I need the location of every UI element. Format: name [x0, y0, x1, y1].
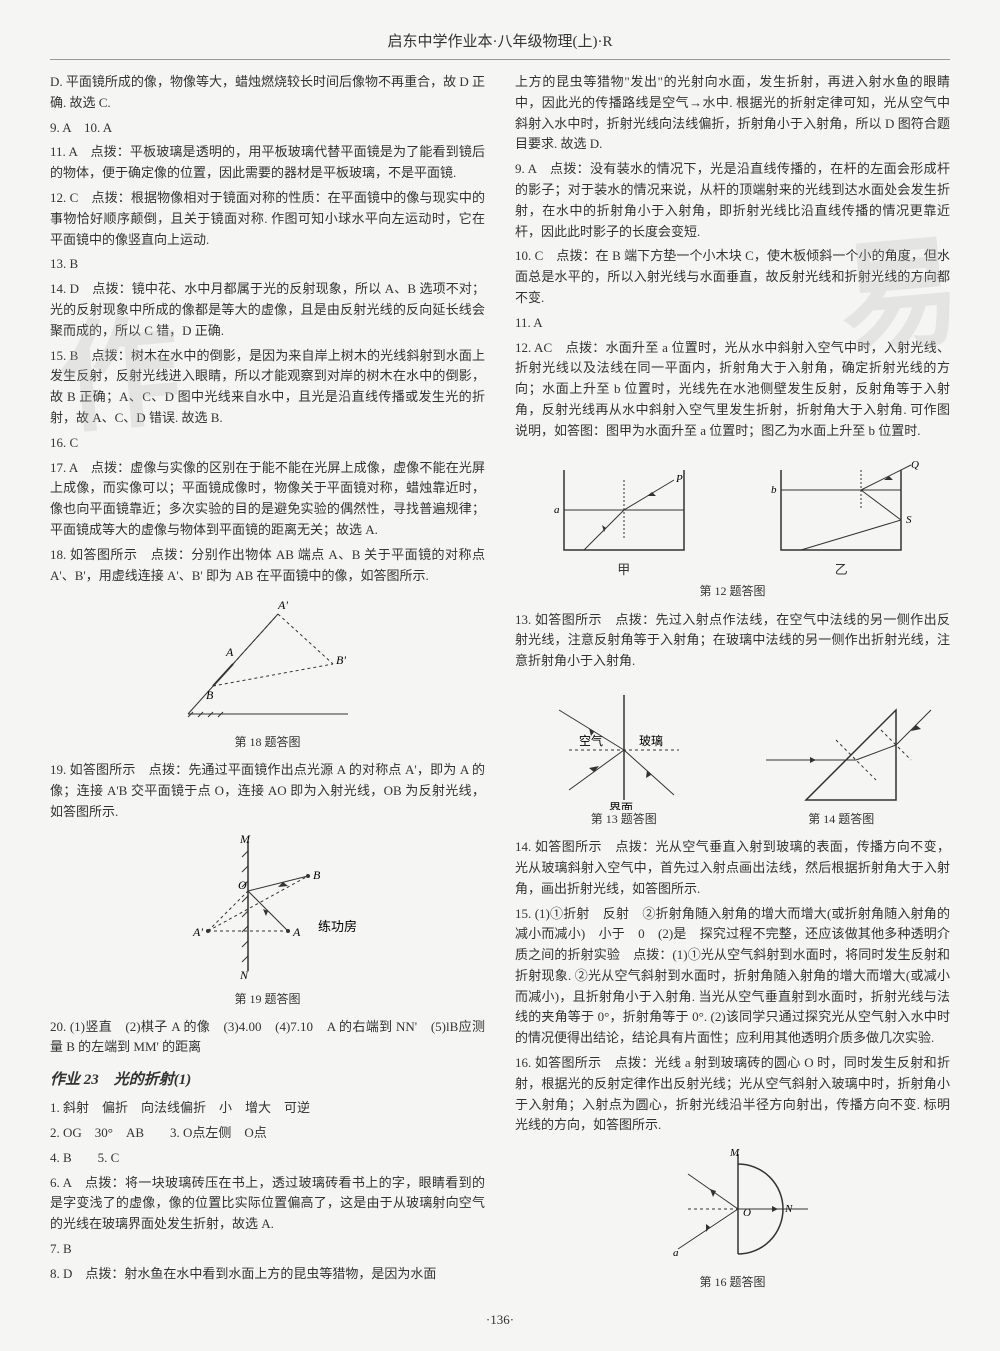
figure-12-caption: 第 12 题答图	[515, 582, 950, 601]
answer-item: 4. B 5. C	[50, 1148, 485, 1169]
fig12-right-label: 乙	[761, 560, 921, 581]
svg-text:b: b	[771, 484, 777, 496]
answer-item: 8. D 点拨：射水鱼在水中看到水面上方的昆虫等猎物，是因为水面	[50, 1264, 485, 1285]
page-number: ·136·	[50, 1310, 950, 1331]
svg-text:S: S	[906, 514, 912, 526]
fig19-label: 练功房	[318, 919, 357, 934]
answer-item: 18. 如答图所示 点拨：分别作出物体 AB 端点 A、B 关于平面镜的对称点 …	[50, 545, 485, 587]
diagram-19-svg: M N A A' B O 练功房	[168, 831, 368, 981]
left-column: D. 平面镜所成的像，物像等大，蜡烛燃烧较长时间后像物不再重合，故 D 正确. …	[50, 72, 485, 1300]
svg-text:a: a	[554, 504, 560, 516]
answer-item: 16. C	[50, 433, 485, 454]
svg-text:M: M	[729, 1147, 740, 1159]
diagram-12a-svg: a P	[544, 450, 704, 560]
answer-item: 13. 如答图所示 点拨：先过入射点作法线，在空气中法线的另一侧作出反射光线，注…	[515, 610, 950, 672]
answer-item: 12. AC 点拨：水面升至 a 位置时，光从水中斜射入空气中时，入射光线、折射…	[515, 338, 950, 442]
svg-text:B: B	[206, 688, 214, 702]
fig14-caption: 第 14 题答图	[746, 810, 936, 829]
diagram-14-svg	[746, 680, 936, 810]
section-23-title: 作业 23 光的折射(1)	[50, 1068, 485, 1092]
svg-text:玻璃: 玻璃	[639, 734, 663, 748]
answer-item: 12. C 点拨：根据物像相对于镜面对称的性质：在平面镜中的像与现实中的事物恰好…	[50, 188, 485, 250]
diagram-12b-svg: b S Q	[761, 450, 921, 560]
svg-text:O: O	[238, 878, 247, 892]
svg-text:M: M	[239, 832, 251, 846]
figure-18: A B A' B' 第 18 题答图	[50, 594, 485, 752]
figure-16-caption: 第 16 题答图	[515, 1273, 950, 1292]
figure-19-caption: 第 19 题答图	[50, 990, 485, 1009]
svg-text:Q: Q	[911, 459, 919, 471]
answer-item: 6. A 点拨：将一块玻璃砖压在书上，透过玻璃砖看书上的字，眼睛看到的是字变浅了…	[50, 1173, 485, 1235]
answer-item: 20. (1)竖直 (2)棋子 A 的像 (3)4.00 (4)7.10 A 的…	[50, 1017, 485, 1059]
svg-text:A: A	[225, 645, 234, 659]
answer-item: D. 平面镜所成的像，物像等大，蜡烛燃烧较长时间后像物不再重合，故 D 正确. …	[50, 72, 485, 114]
diagram-16-svg: M N O a	[648, 1144, 818, 1264]
svg-text:界面: 界面	[609, 801, 633, 810]
page-header: 启东中学作业本·八年级物理(上)·R	[50, 30, 950, 60]
answer-item: 9. A 点拨：没有装水的情况下，光是沿直线传播的，在杆的左面会形成杆的影子；对…	[515, 159, 950, 242]
answer-item: 16. 如答图所示 点拨：光线 a 射到玻璃砖的圆心 O 时，同时发生反射和折射…	[515, 1053, 950, 1136]
answer-item: 13. B	[50, 254, 485, 275]
svg-text:B': B'	[336, 653, 346, 667]
figure-16: M N O a 第 16 题答图	[515, 1144, 950, 1292]
figure-19: M N A A' B O 练功房	[50, 831, 485, 1009]
answer-item: 上方的昆虫等猎物"发出"的光射向水面，发生折射，再进入射水鱼的眼睛中，因此光的传…	[515, 72, 950, 155]
answer-item: 15. B 点拨：树木在水中的倒影，是因为来自岸上树木的光线斜射到水面上发生反射…	[50, 346, 485, 429]
answer-item: 11. A 点拨：平板玻璃是透明的，用平板玻璃代替平面镜是为了能看到镜后的物体，…	[50, 142, 485, 184]
answer-item: 1. 斜射 偏折 向法线偏折 小 增大 可逆	[50, 1098, 485, 1119]
fig12-left-label: 甲	[544, 560, 704, 581]
svg-text:a: a	[673, 1247, 679, 1259]
figure-13-14: 空气 玻璃 界面	[515, 680, 950, 829]
svg-text:A': A'	[192, 925, 203, 939]
svg-text:A: A	[292, 925, 301, 939]
answer-item: 9. A 10. A	[50, 118, 485, 139]
answer-item: 17. A 点拨：虚像与实像的区别在于能不能在光屏上成像，虚像不能在光屏上成像，…	[50, 458, 485, 541]
svg-text:A': A'	[277, 598, 288, 612]
answer-item: 2. OG 30° AB 3. O点左侧 O点	[50, 1123, 485, 1144]
answer-item: 15. (1)①折射 反射 ②折射角随入射角的增大而增大(或折射角随入射角的减小…	[515, 904, 950, 1050]
answer-item: 19. 如答图所示 点拨：先通过平面镜作出点光源 A 的对称点 A'，即为 A …	[50, 760, 485, 822]
diagram-18-svg: A B A' B'	[178, 594, 358, 724]
answer-item: 10. C 点拨：在 B 端下方垫一个小木块 C，使木板倾斜一个小的角度，但水面…	[515, 246, 950, 308]
page-container: 启东中学作业本·八年级物理(上)·R D. 平面镜所成的像，物像等大，蜡烛燃烧较…	[0, 0, 1000, 1351]
figure-12: a P b	[515, 450, 950, 602]
svg-text:B: B	[313, 868, 321, 882]
answer-item: 14. 如答图所示 点拨：光从空气垂直入射到玻璃的表面，传播方向不变，光从玻璃斜…	[515, 837, 950, 899]
answer-item: 14. D 点拨：镜中花、水中月都属于光的反射现象，所以 A、B 选项不对；光的…	[50, 279, 485, 341]
svg-text:P: P	[675, 473, 683, 485]
diagram-13-svg: 空气 玻璃 界面	[529, 680, 719, 810]
two-columns: D. 平面镜所成的像，物像等大，蜡烛燃烧较长时间后像物不再重合，故 D 正确. …	[50, 72, 950, 1300]
fig13-caption: 第 13 题答图	[529, 810, 719, 829]
svg-text:N: N	[239, 968, 249, 981]
answer-item: 11. A	[515, 313, 950, 334]
figure-18-caption: 第 18 题答图	[50, 733, 485, 752]
answer-item: 7. B	[50, 1239, 485, 1260]
right-column: 上方的昆虫等猎物"发出"的光射向水面，发生折射，再进入射水鱼的眼睛中，因此光的传…	[515, 72, 950, 1300]
